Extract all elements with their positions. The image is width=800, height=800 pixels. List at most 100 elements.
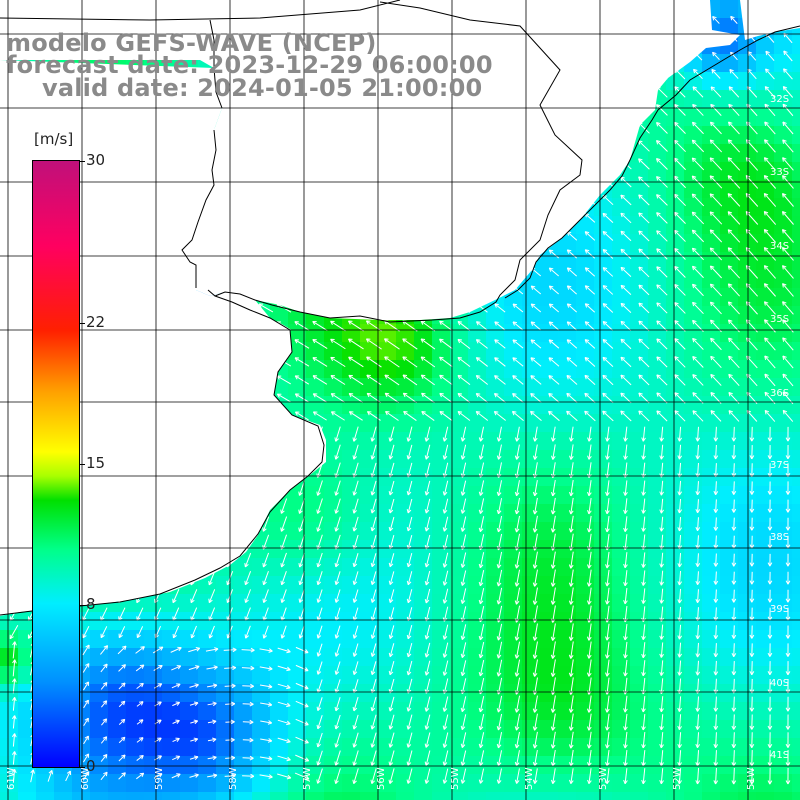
wind-speed-cell [666, 576, 685, 595]
wind-speed-cell [558, 414, 577, 433]
wind-arrow [475, 339, 488, 349]
wind-speed-cell [432, 594, 451, 613]
wind-speed-cell [0, 630, 19, 649]
wind-speed-cell [378, 630, 397, 649]
wind-speed-cell [432, 792, 451, 800]
wind-speed-cell [486, 468, 505, 487]
wind-speed-cell [648, 468, 667, 487]
wind-speed-cell [594, 234, 613, 253]
wind-speed-cell [468, 396, 487, 415]
wind-speed-cell [756, 252, 775, 271]
wind-speed-cell [342, 594, 361, 613]
wind-arrow [710, 103, 722, 116]
wind-speed-cell [702, 288, 721, 307]
wind-speed-cell [468, 576, 487, 595]
wind-speed-cell [360, 378, 379, 397]
wind-speed-cell [684, 306, 703, 325]
wind-speed-cell [666, 198, 685, 217]
wind-speed-cell [792, 36, 800, 55]
wind-speed-cell [666, 540, 685, 559]
wind-speed-cell [378, 378, 397, 397]
wind-speed-cell [198, 648, 217, 667]
wind-speed-cell [288, 720, 307, 739]
wind-speed-cell [504, 666, 523, 685]
wind-speed-cell [234, 666, 253, 685]
wind-speed-cell [576, 342, 595, 361]
wind-speed-cell [450, 468, 469, 487]
wind-speed-cell [324, 558, 343, 577]
wind-speed-cell [486, 756, 505, 775]
wind-speed-cell [234, 558, 253, 577]
wind-speed-cell [414, 738, 433, 757]
wind-speed-cell [630, 612, 649, 631]
wind-speed-cell [306, 558, 325, 577]
wind-speed-cell [666, 702, 685, 721]
wind-speed-cell [702, 522, 721, 541]
wind-speed-cell [450, 324, 469, 343]
wind-speed-cell [594, 684, 613, 703]
wind-speed-cell [342, 378, 361, 397]
wind-speed-cell [738, 54, 757, 73]
wind-speed-cell [558, 558, 577, 577]
wind-speed-cell [594, 270, 613, 289]
wind-speed-cell [576, 432, 595, 451]
wind-speed-cell [576, 648, 595, 667]
wind-arrow [763, 301, 776, 315]
wind-speed-cell [36, 774, 55, 793]
wind-speed-cell [630, 342, 649, 361]
wind-arrow [674, 266, 686, 278]
wind-speed-cell [450, 558, 469, 577]
wind-speed-cell [396, 504, 415, 523]
wind-speed-cell [90, 630, 109, 649]
wind-speed-cell [432, 522, 451, 541]
wind-speed-cell [486, 432, 505, 451]
wind-speed-cell [738, 468, 757, 487]
wind-speed-cell [738, 198, 757, 217]
wind-speed-cell [756, 396, 775, 415]
wind-speed-cell [306, 522, 325, 541]
wind-speed-cell [792, 702, 800, 721]
wind-speed-cell [486, 738, 505, 757]
wind-speed-cell [540, 342, 559, 361]
wind-speed-cell [684, 270, 703, 289]
wind-speed-cell [234, 630, 253, 649]
colorbar-tick-mark [79, 767, 85, 768]
wind-speed-cell [594, 378, 613, 397]
wind-speed-cell [720, 54, 739, 73]
wind-speed-cell [576, 306, 595, 325]
wind-speed-cell [342, 432, 361, 451]
wind-speed-cell [774, 720, 793, 739]
wind-speed-cell [720, 684, 739, 703]
wind-speed-cell [324, 540, 343, 559]
wind-speed-cell [756, 180, 775, 199]
wind-speed-cell [774, 126, 793, 145]
wind-speed-cell [504, 540, 523, 559]
wind-speed-cell [396, 468, 415, 487]
wind-speed-cell [162, 666, 181, 685]
wind-arrow [674, 229, 686, 242]
colorbar-tick-label: 30 [86, 151, 106, 169]
wind-arrow [709, 211, 723, 225]
wind-speed-cell [720, 144, 739, 163]
wind-speed-cell [612, 450, 631, 469]
wind-speed-cell [468, 666, 487, 685]
wind-arrow [709, 139, 723, 153]
wind-arrow [656, 302, 668, 314]
wind-arrow [765, 50, 775, 62]
wind-arrow [365, 320, 382, 332]
wind-arrow [692, 283, 704, 297]
wind-speed-cell [180, 594, 199, 613]
wind-arrow [312, 357, 328, 367]
wind-speed-cell [702, 576, 721, 595]
lat-label: 36S [770, 388, 789, 399]
wind-arrow [674, 86, 686, 98]
wind-speed-cell [414, 720, 433, 739]
wind-speed-cell [324, 756, 343, 775]
wind-speed-cell [576, 576, 595, 595]
wind-speed-cell [306, 594, 325, 613]
wind-speed-cell [612, 342, 631, 361]
wind-speed-cell [486, 450, 505, 469]
wind-arrow [530, 303, 542, 313]
wind-speed-cell [270, 594, 289, 613]
wind-arrow [727, 193, 741, 207]
